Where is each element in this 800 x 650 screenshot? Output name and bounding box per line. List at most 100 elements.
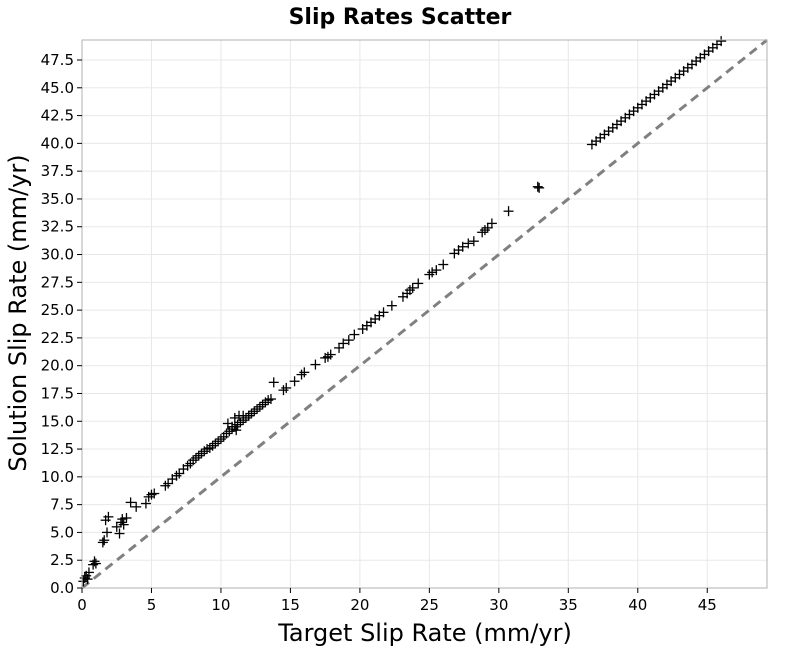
y-tick-label: 7.5 [50,496,74,514]
scatter-point [117,514,128,525]
scatter-point [213,436,224,447]
scatter-point [299,367,310,378]
x-tick-label: 45 [698,596,717,614]
x-tick-label: 30 [489,596,508,614]
y-tick-label: 0.0 [50,579,74,597]
x-tick-label: 25 [420,596,439,614]
y-tick-label: 27.5 [41,273,74,291]
scatter-point [125,497,136,508]
scatter-point [503,206,514,217]
scatter-point [322,351,333,362]
x-tick-label: 15 [281,596,300,614]
y-tick-label: 2.5 [50,551,74,569]
scatter-point [407,282,418,293]
scatter-point [431,265,442,276]
plot-frame [81,39,768,589]
scatter-point [193,450,204,461]
scatter-point [296,369,307,380]
y-tick-label: 25.0 [41,301,74,319]
scatter-point [268,377,279,388]
chart-title: Slip Rates Scatter [289,5,512,30]
scatter-point [281,382,292,393]
scatter-point [121,512,132,523]
x-tick-label: 5 [147,596,157,614]
scatter-point [163,478,174,489]
scatter-point [99,535,110,546]
y-tick-label: 45.0 [41,79,74,97]
y-tick-label: 12.5 [41,440,74,458]
y-tick-label: 35.0 [41,190,74,208]
scatter-point [111,521,122,532]
x-tick-label: 10 [211,596,230,614]
scatter-point [534,182,545,193]
scatter-point [229,412,240,423]
x-axis-label: Target Slip Rate (mm/yr) [277,619,572,647]
y-tick-label: 15.0 [41,412,74,430]
grid [81,40,767,589]
scatter-point [231,425,242,436]
y-tick-label: 37.5 [41,162,74,180]
scatter-point [235,417,246,428]
scatter-point [427,267,438,278]
scatter-point [146,489,157,500]
y-tick-label: 17.5 [41,384,74,402]
scatter-point [265,394,276,405]
scatter-point [486,218,497,229]
scatter-point [252,404,263,415]
points-layer [78,36,727,587]
y-tick-label: 40.0 [41,134,74,152]
x-tick-label: 20 [350,596,369,614]
y-tick-label: 32.5 [41,218,74,236]
x-tick-label: 0 [77,596,87,614]
identity-reference-line [81,38,768,590]
scatter-point [334,342,345,353]
scatter-point [131,501,142,512]
scatter-point [378,307,389,318]
scatter-point [263,395,274,406]
scatter-point [215,434,226,445]
scatter-point [118,519,129,530]
x-tick-label: 35 [559,596,578,614]
scatter-point [249,406,260,417]
scatter-point [257,399,268,410]
scatter-point [386,300,397,311]
scatter-point [190,452,201,463]
scatter-point [246,408,257,419]
scatter-point [457,241,468,252]
scatter-point [325,349,336,360]
scatter-point [103,511,114,522]
scatter-point [310,359,321,370]
y-tick-label: 30.0 [41,246,74,264]
scatter-point [82,574,93,585]
scatter-point [343,335,354,346]
scatter-point [160,480,171,491]
scatter-point [243,410,254,421]
scatter-point [89,556,100,567]
y-axis-ticks: 0.0 2.5 5.0 7.5 10.0 12.5 15.0 17.5 20.0 22.5 25.0… [41,51,82,597]
scatter-point [482,222,493,233]
scatter-point [424,269,435,280]
x-axis-ticks: 0 5 10 15 20 25 30 35 40 45 [77,588,717,614]
scatter-point [532,181,543,192]
y-tick-label: 22.5 [41,329,74,347]
scatter-point [468,236,479,247]
y-tick-label: 47.5 [41,51,74,69]
scatter-point [289,376,300,387]
scatter-point [463,238,474,249]
scatter-point [174,468,185,479]
scatter-point [413,278,424,289]
scatter-point [477,227,488,238]
scatter-point [83,567,94,578]
x-tick-label: 40 [628,596,647,614]
scatter-point [97,537,108,548]
scatter-point [90,558,101,569]
scatter-point [149,488,160,499]
y-tick-label: 5.0 [50,523,74,541]
y-tick-label: 20.0 [41,357,74,375]
scatter-point [114,528,125,539]
scatter-point [102,527,113,538]
reference-line-layer [81,38,768,590]
scatter-point [349,329,360,340]
scatter-point [716,36,727,47]
